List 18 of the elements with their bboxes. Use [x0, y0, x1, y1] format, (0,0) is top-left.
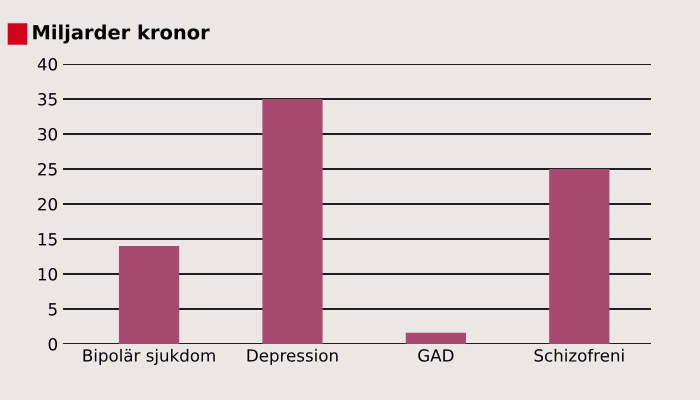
y-tick-label: 30 — [38, 128, 58, 141]
bar — [406, 332, 466, 344]
y-tick-label: 25 — [38, 162, 57, 176]
y-tick-label: 0 — [48, 338, 58, 351]
bar — [262, 99, 323, 344]
y-tick-label: 35 — [38, 92, 57, 106]
y-tick-label: 10 — [38, 268, 58, 281]
x-tick-label: GAD — [418, 349, 454, 362]
chart-title: Miljarder kronor — [33, 24, 210, 44]
x-tick-label: Schizofreni — [534, 348, 624, 362]
bar — [118, 246, 180, 344]
y-tick-label: 5 — [48, 303, 57, 316]
y-tick-label: 20 — [38, 198, 58, 211]
y-tick-label: 40 — [38, 58, 58, 71]
bar — [549, 169, 610, 344]
x-tick-label: Bipolär sjukdom — [83, 348, 215, 365]
x-tick-label: Depression — [248, 348, 338, 365]
y-tick-label: 15 — [38, 233, 57, 246]
